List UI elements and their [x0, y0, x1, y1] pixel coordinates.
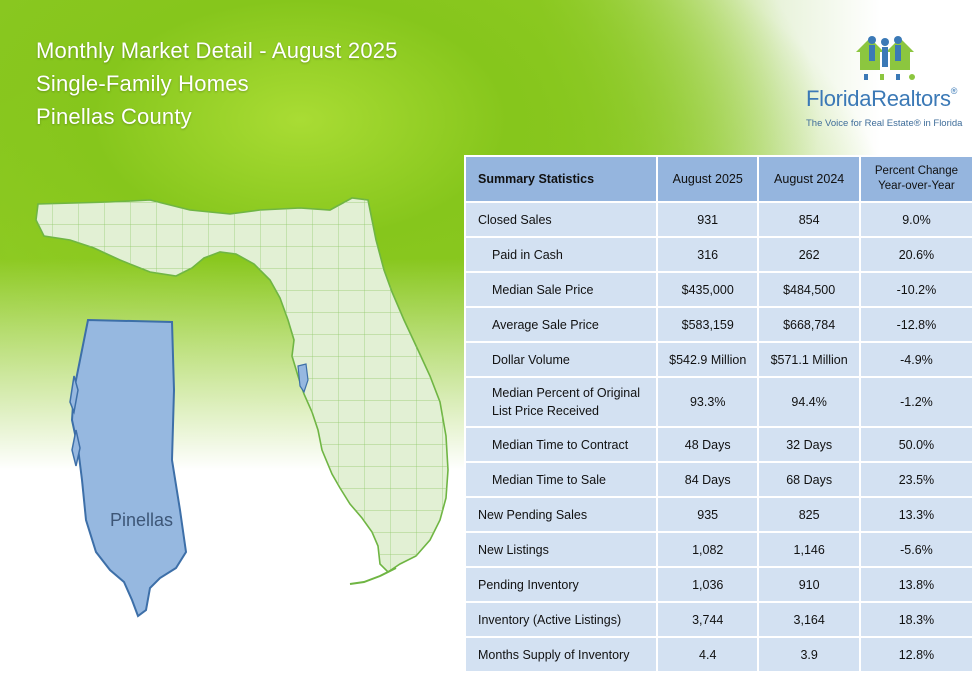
row-label-median-percent-original: Median Percent of Original List Price Re… [466, 378, 656, 426]
row-label-months-supply: Months Supply of Inventory [466, 638, 656, 671]
cell-change: 13.3% [860, 498, 972, 531]
cell-current: 1,036 [658, 568, 758, 601]
cell-prior: 825 [759, 498, 859, 531]
row-label-closed-sales: Closed Sales [466, 203, 656, 236]
table-row: Closed Sales 931 854 9.0% [466, 203, 972, 236]
row-label-dollar-volume: Dollar Volume [466, 343, 656, 376]
table-row: New Pending Sales 935 825 13.3% [466, 498, 972, 531]
cell-prior: $571.1 Million [759, 343, 859, 376]
table-row: New Listings 1,082 1,146 -5.6% [466, 533, 972, 566]
cell-change: 13.8% [860, 568, 972, 601]
table-row: Median Time to Sale 84 Days 68 Days 23.5… [466, 463, 972, 496]
cell-current: 3,744 [658, 603, 758, 636]
cell-prior: 68 Days [759, 463, 859, 496]
summary-statistics-table: Summary Statistics August 2025 August 20… [464, 155, 974, 673]
report-title: Monthly Market Detail - August 2025 Sing… [36, 34, 398, 133]
cell-prior: 262 [759, 238, 859, 271]
table-row: Dollar Volume $542.9 Million $571.1 Mill… [466, 343, 972, 376]
pinellas-county-shape [70, 318, 188, 618]
cell-change: 50.0% [860, 428, 972, 461]
header-percent-change: Percent Change Year-over-Year [860, 157, 972, 201]
registered-mark-icon: ® [950, 86, 958, 96]
cell-current: $542.9 Million [658, 343, 758, 376]
cell-change: -5.6% [860, 533, 972, 566]
cell-current: $435,000 [658, 273, 758, 306]
table-row: Pending Inventory 1,036 910 13.8% [466, 568, 972, 601]
logo-word-florida: Florida [806, 86, 872, 111]
pinellas-on-state-map [297, 363, 309, 394]
logo-word-realtors: Realtors [871, 86, 951, 111]
title-month: Monthly Market Detail - August 2025 [36, 38, 398, 63]
row-label-average-sale-price: Average Sale Price [466, 308, 656, 341]
table-row: Inventory (Active Listings) 3,744 3,164 … [466, 603, 972, 636]
table-row: Average Sale Price $583,159 $668,784 -12… [466, 308, 972, 341]
cell-change: 9.0% [860, 203, 972, 236]
cell-prior: 94.4% [759, 378, 859, 426]
table-row: Median Time to Contract 48 Days 32 Days … [466, 428, 972, 461]
cell-change: -4.9% [860, 343, 972, 376]
cell-change: 18.3% [860, 603, 972, 636]
cell-prior: $484,500 [759, 273, 859, 306]
cell-prior: 910 [759, 568, 859, 601]
cell-prior: 3.9 [759, 638, 859, 671]
row-label-pending-inventory: Pending Inventory [466, 568, 656, 601]
cell-prior: $668,784 [759, 308, 859, 341]
row-label-inventory-active: Inventory (Active Listings) [466, 603, 656, 636]
row-label-paid-in-cash: Paid in Cash [466, 238, 656, 271]
cell-prior: 32 Days [759, 428, 859, 461]
cell-current: 84 Days [658, 463, 758, 496]
row-label-line1: Median Percent of Original [492, 386, 640, 400]
cell-change: -1.2% [860, 378, 972, 426]
table-row: Median Sale Price $435,000 $484,500 -10.… [466, 273, 972, 306]
cell-current: 316 [658, 238, 758, 271]
row-label-line2: List Price Received [492, 404, 599, 418]
cell-current: 931 [658, 203, 758, 236]
cell-current: 48 Days [658, 428, 758, 461]
cell-prior: 854 [759, 203, 859, 236]
header-percent-change-line2: Year-over-Year [878, 180, 955, 192]
row-label-median-sale-price: Median Sale Price [466, 273, 656, 306]
cell-prior: 1,146 [759, 533, 859, 566]
cell-change: 12.8% [860, 638, 972, 671]
pinellas-barrier-island [71, 429, 81, 467]
title-county: Pinellas County [36, 104, 192, 129]
table-header-row: Summary Statistics August 2025 August 20… [466, 157, 972, 201]
row-label-new-listings: New Listings [466, 533, 656, 566]
header-august-2024: August 2024 [759, 157, 859, 201]
county-grid [36, 198, 448, 572]
florida-map [35, 197, 449, 618]
florida-realtors-logo: FloridaRealtors® The Voice for Real Esta… [806, 30, 974, 140]
row-label-median-time-to-sale: Median Time to Sale [466, 463, 656, 496]
cell-change: 23.5% [860, 463, 972, 496]
row-label-new-pending-sales: New Pending Sales [466, 498, 656, 531]
title-property-type: Single-Family Homes [36, 71, 249, 96]
table-row: Paid in Cash 316 262 20.6% [466, 238, 972, 271]
pinellas-island [69, 375, 79, 415]
cell-prior: 3,164 [759, 603, 859, 636]
cell-current: 93.3% [658, 378, 758, 426]
header-summary-statistics: Summary Statistics [466, 157, 656, 201]
pinellas-label: Pinellas [110, 510, 174, 530]
cell-change: -10.2% [860, 273, 972, 306]
cell-current: 4.4 [658, 638, 758, 671]
table-row: Median Percent of Original List Price Re… [466, 378, 972, 426]
header-percent-change-line1: Percent Change [874, 165, 958, 177]
cell-change: -12.8% [860, 308, 972, 341]
cell-current: 935 [658, 498, 758, 531]
logo-tagline: The Voice for Real Estate® in Florida [806, 118, 963, 129]
table-row: Months Supply of Inventory 4.4 3.9 12.8% [466, 638, 972, 671]
row-label-median-time-to-contract: Median Time to Contract [466, 428, 656, 461]
logo-wordmark: FloridaRealtors® [806, 86, 957, 112]
florida-keys [349, 567, 397, 585]
cell-change: 20.6% [860, 238, 972, 271]
cell-current: $583,159 [658, 308, 758, 341]
header-august-2025: August 2025 [658, 157, 758, 201]
houses-people-icon [856, 36, 915, 80]
cell-current: 1,082 [658, 533, 758, 566]
